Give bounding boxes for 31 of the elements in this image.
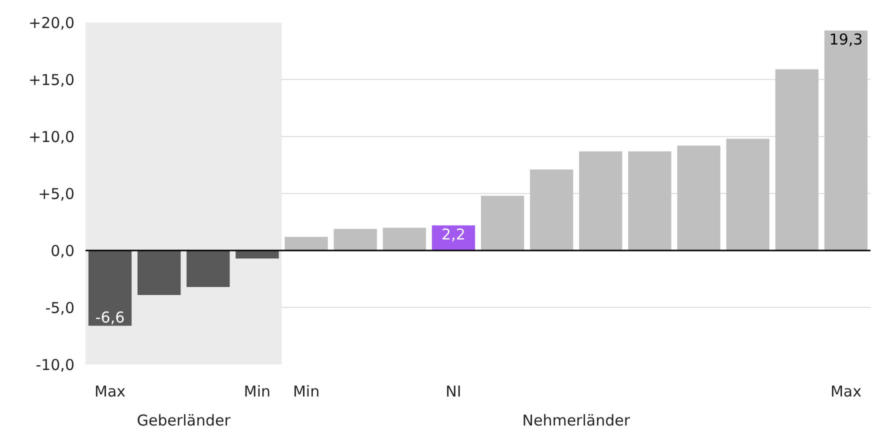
x-tick-label: Min: [292, 382, 320, 400]
bar: [726, 138, 770, 250]
x-tick-label: Min: [244, 382, 271, 400]
bar: [677, 146, 720, 250]
x-tick-label: Max: [830, 382, 862, 400]
bar: [824, 30, 868, 250]
data-label: 19,3: [829, 30, 863, 48]
x-tick-label: NI: [446, 382, 462, 400]
y-tick-label: 0,0: [50, 242, 75, 260]
x-tick-label: Max: [94, 382, 126, 400]
bar: [88, 250, 132, 326]
bar: [480, 196, 524, 250]
data-label: -6,6: [95, 308, 125, 327]
y-tick-label: +20,0: [28, 14, 74, 32]
bar: [186, 250, 230, 287]
bar: [138, 250, 181, 295]
y-tick-label: +10,0: [28, 128, 74, 146]
bar: [382, 228, 426, 250]
data-label: 2,2: [442, 225, 466, 244]
text: Nehmerländer: [522, 412, 631, 430]
text: Geberländer: [136, 412, 232, 430]
bar: [334, 228, 377, 250]
bar: [530, 170, 574, 250]
y-tick-label: +15,0: [28, 71, 74, 89]
bar: [628, 151, 672, 250]
bar: [284, 236, 328, 250]
bar: [579, 151, 622, 250]
y-tick-label: -5,0: [45, 299, 75, 317]
y-tick-label: +5,0: [38, 185, 75, 203]
bar: [775, 69, 818, 250]
y-tick-label: -10,0: [36, 356, 74, 374]
